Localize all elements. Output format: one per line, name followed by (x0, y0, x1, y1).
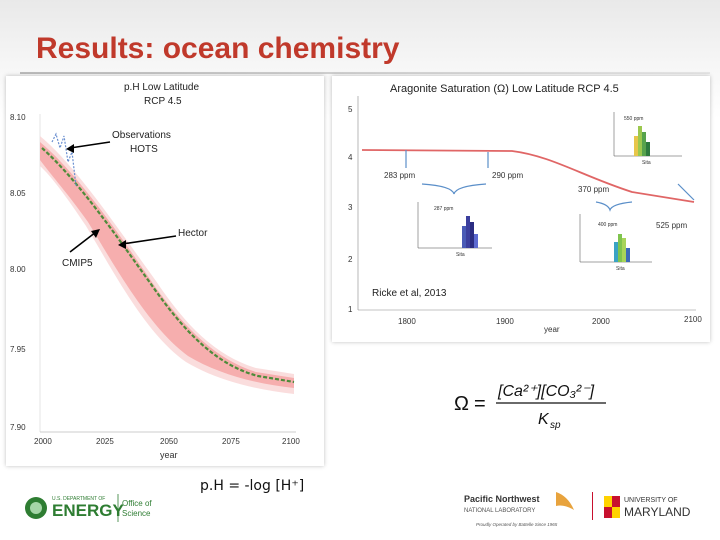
y-tick-label: 8.05 (10, 189, 26, 198)
y-tick-label: 4 (348, 153, 353, 162)
x-tick-label: 2100 (282, 437, 300, 446)
cmip5-label: CMIP5 (62, 258, 93, 269)
x-tick-label: 1900 (496, 317, 514, 326)
chart-title: Aragonite Saturation (Ω) Low Latitude RC… (390, 83, 619, 95)
observations-label-line1: Observations (112, 130, 171, 141)
x-tick-label: 2025 (96, 437, 114, 446)
bracket-1 (421, 183, 487, 195)
hector-label: Hector (178, 228, 208, 239)
umd-seal-icon (604, 496, 620, 518)
y-tick-label: 2 (348, 255, 353, 264)
ppm-label: 283 ppm (384, 171, 415, 180)
umd-line1: UNIVERSITY OF (624, 497, 678, 504)
pnnl-line3: Proudly Operated by Battelle Since 1965 (476, 522, 558, 527)
citation: Ricke et al, 2013 (372, 288, 447, 299)
y-tick-label: 7.95 (10, 345, 26, 354)
inset-histogram-upper: 550 ppm Sita (613, 112, 682, 166)
umd-logo-svg: UNIVERSITY OF MARYLAND (604, 496, 691, 519)
pnnl-logo-svg: Pacific Northwest NATIONAL LABORATORY Pr… (464, 492, 574, 527)
x-axis-title: year (160, 450, 178, 460)
omega-symbol: Ω (454, 393, 469, 415)
y-tick-label: 1 (348, 305, 353, 314)
numerator: [Ca²⁺][CO₃²⁻] (497, 383, 595, 400)
inset-histogram-lower: 400 ppm Sita (579, 214, 652, 272)
doe-logo: U.S. DEPARTMENT OF ENERGY Office of Scie… (22, 488, 162, 528)
x-tick-label: 2000 (34, 437, 52, 446)
hector-arrowhead (118, 240, 126, 249)
hector-line (41, 147, 295, 384)
inset-ppm-label: 550 ppm (624, 116, 643, 122)
umd-line2: MARYLAND (624, 505, 691, 519)
observations-arrowhead (66, 144, 74, 153)
chart-title-line1: p.H Low Latitude (124, 82, 199, 93)
x-axis-title: year (544, 325, 560, 334)
inset-xlabel: Sita (456, 252, 465, 258)
aragonite-chart: Aragonite Saturation (Ω) Low Latitude RC… (348, 83, 702, 334)
doe-energy-text: ENERGY (52, 501, 124, 520)
ph-chart-panel: 8.10 8.05 8.00 7.95 7.90 2000 2025 2050 … (6, 76, 324, 466)
chart-title-line2: RCP 4.5 (144, 96, 182, 107)
doe-small-text: U.S. DEPARTMENT OF (52, 496, 105, 502)
ppm-label: 370 ppm (578, 185, 609, 194)
slide-title: Results: ocean chemistry (36, 32, 400, 65)
doe-office-line1: Office of (122, 499, 152, 508)
omega-equation-svg: Ω = [Ca²⁺][CO₃²⁻] K sp (454, 383, 606, 431)
pnnl-logo: Pacific Northwest NATIONAL LABORATORY Pr… (464, 488, 584, 530)
observations-line (51, 132, 77, 187)
y-tick-label: 5 (348, 105, 353, 114)
inset-ppm-label: 400 ppm (598, 222, 617, 228)
omega-equation: Ω = [Ca²⁺][CO₃²⁻] K sp (452, 368, 622, 434)
y-tick-label: 8.10 (10, 113, 26, 122)
aragonite-chart-panel: Aragonite Saturation (Ω) Low Latitude RC… (332, 76, 710, 342)
denominator: K (538, 411, 550, 428)
y-tick-label: 3 (348, 203, 353, 212)
equals-sign: = (474, 393, 486, 415)
bracket-2 (595, 201, 633, 212)
inset-histogram-middle: 287 ppm Sita (417, 202, 492, 258)
x-tick-label: 2075 (222, 437, 240, 446)
inset-ppm-label: 287 ppm (434, 206, 453, 212)
title-underline (20, 72, 710, 74)
cmip5-arrowhead (91, 229, 100, 238)
x-tick-label: 1800 (398, 317, 416, 326)
hector-arrow (121, 235, 177, 245)
x-tick-label: 2050 (160, 437, 178, 446)
x-tick-label: 2100 (684, 315, 702, 324)
y-tick-label: 7.90 (10, 423, 26, 432)
ph-chart: 8.10 8.05 8.00 7.95 7.90 2000 2025 2050 … (10, 82, 300, 460)
ppm-label: 525 ppm (656, 221, 687, 230)
observations-arrow (69, 141, 111, 149)
arrow-525 (677, 183, 695, 201)
doe-office-line2: Science (122, 509, 151, 518)
cmip5-arrow (69, 231, 97, 253)
pnnl-line1: Pacific Northwest (464, 494, 540, 504)
observations-label-line2: HOTS (130, 144, 158, 155)
doe-logo-svg: U.S. DEPARTMENT OF ENERGY Office of Scie… (25, 494, 152, 522)
pnnl-swoosh-icon (556, 492, 574, 510)
denominator-subscript: sp (550, 420, 561, 431)
y-tick-label: 8.00 (10, 265, 26, 274)
umd-logo: UNIVERSITY OF MARYLAND (600, 488, 710, 530)
ppm-label: 290 ppm (492, 171, 523, 180)
saturation-curve (361, 149, 695, 203)
cmip5-band-outer (40, 136, 294, 394)
inset-xlabel: Sita (616, 266, 625, 272)
inset-xlabel: Sita (642, 160, 651, 166)
x-tick-label: 2000 (592, 317, 610, 326)
ph-formula: p.H = -log [H⁺] (200, 478, 305, 494)
pnnl-line2: NATIONAL LABORATORY (464, 508, 535, 514)
logo-divider (592, 492, 593, 520)
